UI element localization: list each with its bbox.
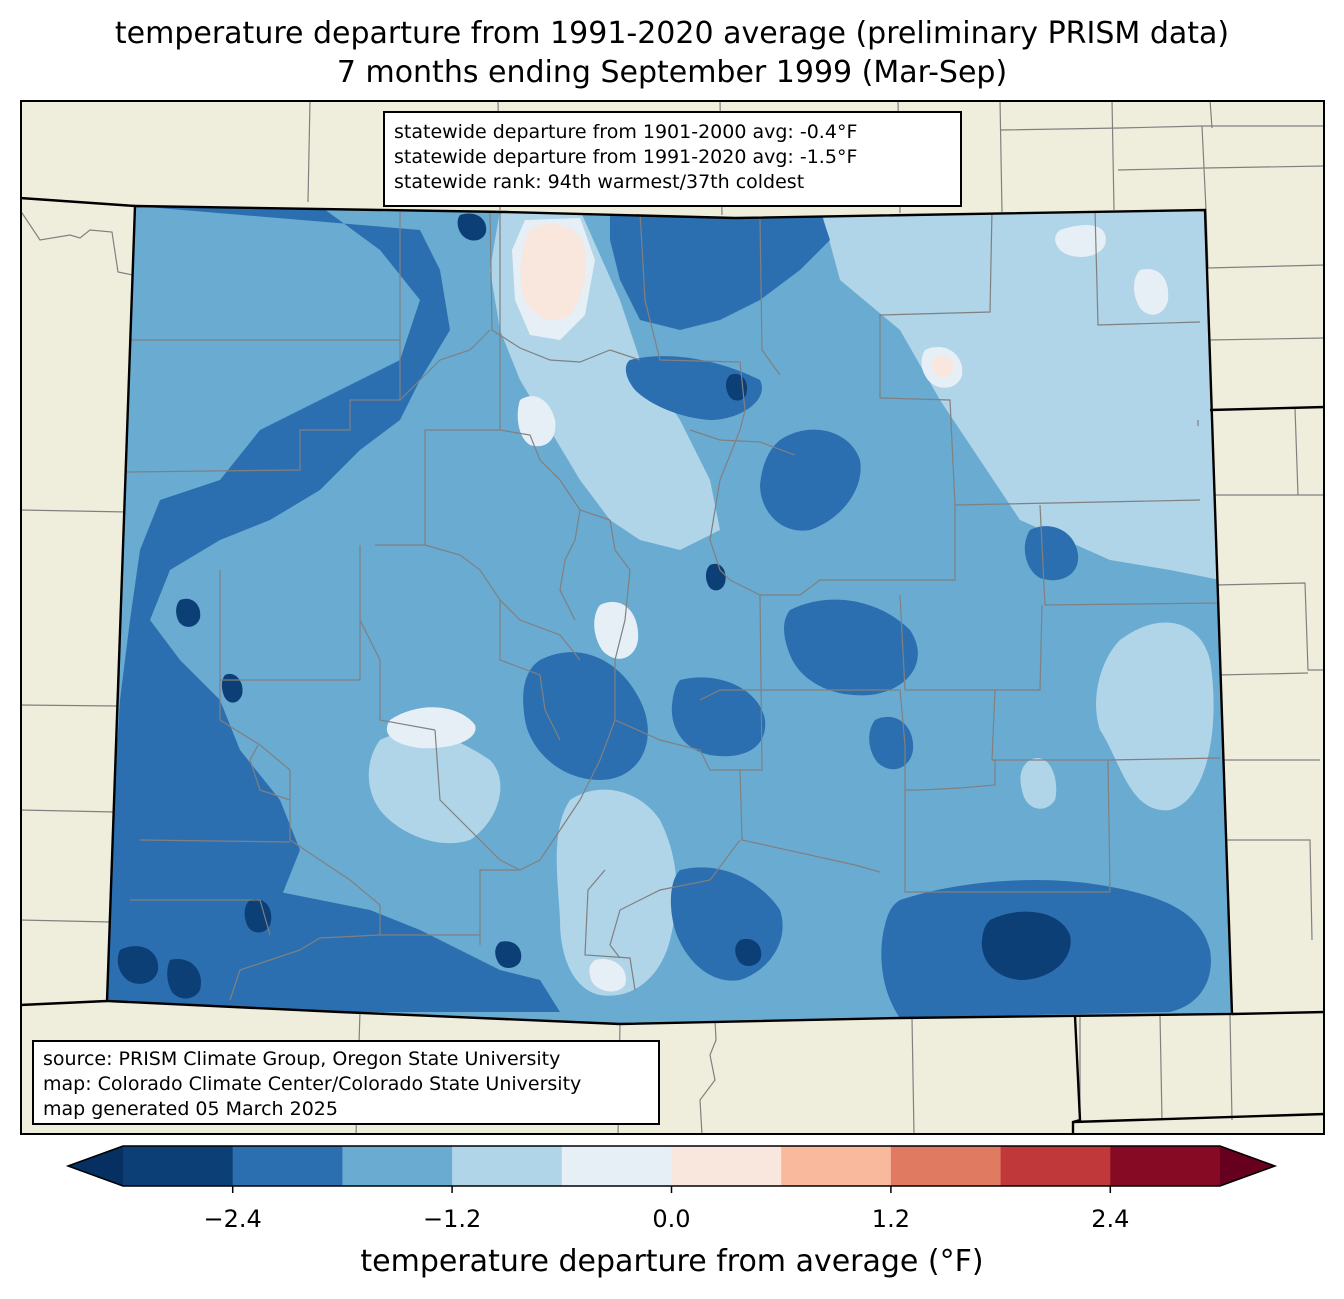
field-center-dark-1 [625, 356, 762, 420]
tick-label: 0.0 [652, 1205, 691, 1233]
colorbar-bins [123, 1146, 1221, 1186]
colorbar-over-arrow [1220, 1146, 1275, 1186]
field-near-zero-6 [1055, 225, 1106, 257]
field-west-dark-band [107, 206, 450, 1005]
field-center-dark-2 [760, 429, 861, 531]
field-center-dark-4 [671, 677, 766, 757]
field-darkest-sw-2 [167, 959, 201, 999]
colorbar-bin [1110, 1146, 1221, 1186]
generated-date-line: map generated 05 March 2025 [43, 1098, 338, 1120]
field-positive-ne-spot [932, 355, 954, 378]
field-darkest-s-1 [735, 938, 762, 966]
colorbar-label: temperature departure from average (°F) [360, 1244, 984, 1279]
field-se-light-spot [1020, 758, 1057, 809]
map-credit-line: map: Colorado Climate Center/Colorado St… [43, 1073, 582, 1095]
colorbar-bin [671, 1146, 782, 1186]
tick-label: 2.4 [1091, 1205, 1130, 1233]
field-darkest-se [981, 911, 1071, 980]
field-near-zero-3 [386, 707, 476, 749]
tick-label: −2.4 [203, 1205, 262, 1233]
colorbar-bin [1000, 1146, 1111, 1186]
field-near-zero-2 [594, 601, 639, 659]
neighbor-state-borders [20, 196, 1325, 1135]
colorbar-bin [561, 1146, 672, 1186]
colorbar [65, 1145, 1278, 1193]
map [20, 100, 1325, 1135]
field-darkest-w-1 [221, 673, 243, 703]
colorbar-outline [65, 1145, 1278, 1187]
colorbar-bin [232, 1146, 343, 1186]
field-near-zero-1 [517, 396, 556, 447]
colorbar-ticks [231, 1186, 1112, 1193]
field-darkest-n-1 [457, 213, 487, 241]
colorbar-bin [890, 1146, 1002, 1186]
field-positive-north-park [520, 224, 586, 320]
map-title-line2: 7 months ending September 1999 (Mar-Sep) [336, 55, 1008, 90]
colorbar-bin [781, 1146, 892, 1186]
field-darkest-c-1 [705, 563, 726, 591]
stats-departure-1901-2000: statewide departure from 1901-2000 avg: … [394, 121, 858, 143]
field-darkest-w-2 [176, 598, 201, 627]
field-center-dark-3 [523, 652, 648, 780]
stats-departure-1991-2020: statewide departure from 1991-2020 avg: … [394, 146, 858, 168]
colorado-border [105, 204, 1234, 1026]
map-frame-border [20, 100, 1325, 1135]
field-east-dark-2 [1024, 526, 1079, 581]
field-sw-dark-region [107, 820, 560, 1012]
field-east-dark-3 [869, 716, 914, 770]
tick-label: −1.2 [422, 1205, 482, 1233]
tick-label: 1.2 [871, 1205, 910, 1233]
field-east-light-region [820, 206, 1220, 580]
colorbar-under-arrow [68, 1146, 123, 1186]
stats-rank: statewide rank: 94th warmest/37th coldes… [394, 171, 805, 193]
field-east-dark-1 [784, 599, 918, 696]
field-darkest-sw-3 [244, 899, 272, 933]
colorbar-bin [342, 1146, 453, 1186]
field-southwest-light [368, 731, 501, 844]
field-darkest-sw-4 [495, 941, 522, 968]
source-credit-box: source: PRISM Climate Group, Oregon Stat… [32, 1040, 660, 1125]
map-title-line1: temperature departure from 1991-2020 ave… [114, 16, 1230, 51]
field-se-light-region [1096, 622, 1214, 811]
field-sanluis-light [556, 789, 677, 996]
field-near-zero-4 [589, 959, 626, 992]
statewide-stats-box: statewide departure from 1901-2000 avg: … [383, 111, 962, 207]
field-near-zero-5 [1134, 269, 1169, 315]
field-darkest-sw-1 [117, 946, 159, 984]
colorbar-bin [123, 1146, 234, 1186]
field-north-dark-1 [610, 210, 830, 330]
colorbar-bin [452, 1146, 563, 1186]
colorado-county-lines [124, 209, 1221, 1001]
field-ne-light-2 [1036, 239, 1122, 313]
source-line: source: PRISM Climate Group, Oregon Stat… [43, 1048, 561, 1070]
